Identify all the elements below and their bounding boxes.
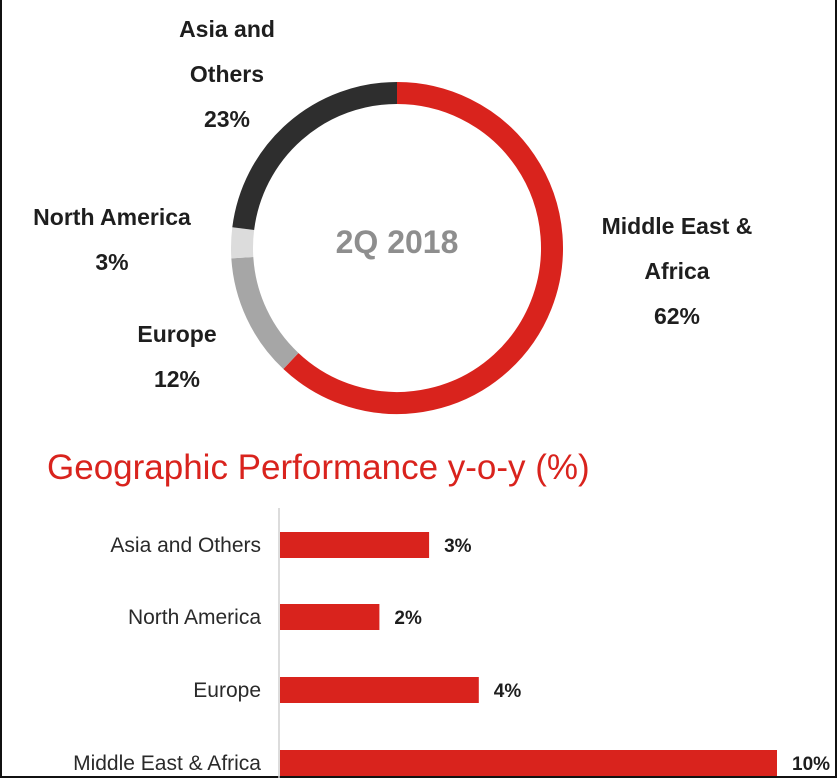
- bar-category-label-3: Middle East & Africa: [73, 752, 261, 775]
- donut-chart: [231, 82, 563, 414]
- bar-2: [280, 677, 479, 703]
- bar-value-label-3: 10%: [792, 754, 830, 775]
- slice-label-middle-east-africa: Middle East & Africa 62%: [601, 213, 753, 329]
- bar-3: [280, 750, 777, 776]
- bar-0: [280, 532, 430, 558]
- donut-slice-1: [231, 256, 299, 370]
- bar-value-label-0: 3%: [444, 536, 472, 557]
- bar-category-label-2: Europe: [193, 679, 261, 702]
- slice-label-europe: Europe 12%: [137, 321, 217, 392]
- bar-category-label-1: North America: [128, 606, 261, 629]
- slice-label-asia-others: Asia and Others 23%: [179, 16, 275, 132]
- slice-label-north-america: North America 3%: [33, 204, 191, 275]
- donut-center-label: 2Q 2018: [335, 224, 459, 260]
- donut-slice-0: [283, 82, 563, 414]
- bar-1: [280, 604, 380, 630]
- bar-category-label-0: Asia and Others: [110, 534, 261, 557]
- bar-value-label-2: 4%: [494, 681, 522, 702]
- donut-slice-2: [231, 227, 255, 259]
- donut-slice-3: [232, 82, 398, 231]
- bar-chart: Asia and Others 3% North America 2% Europe 4%…: [73, 508, 830, 778]
- bar-chart-title: Geographic Performance y-o-y (%): [47, 448, 590, 487]
- bar-value-label-1: 2%: [394, 608, 422, 629]
